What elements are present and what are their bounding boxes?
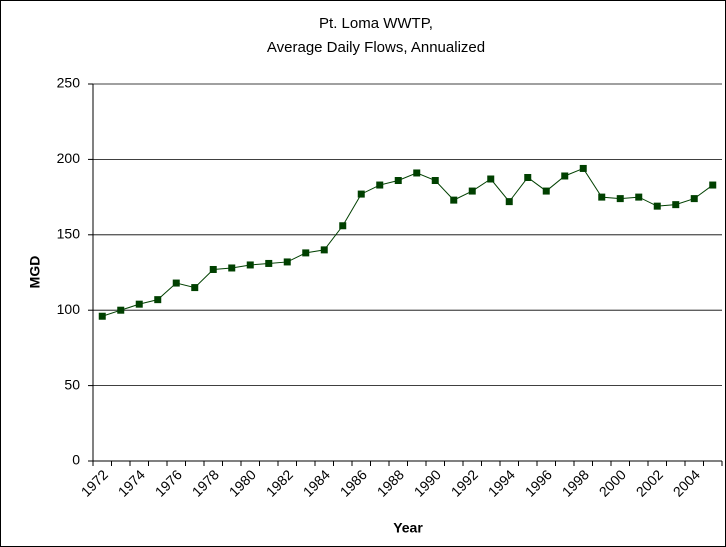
x-axis-title: Year — [393, 520, 423, 536]
marker — [690, 195, 698, 203]
marker — [598, 193, 606, 201]
y-tick-label: 200 — [57, 150, 81, 166]
marker — [98, 312, 106, 320]
marker — [246, 261, 254, 269]
marker — [283, 258, 291, 266]
y-tick-label: 150 — [57, 226, 81, 242]
marker — [672, 201, 680, 209]
marker — [524, 173, 532, 181]
y-axis-title: MGD — [27, 256, 43, 289]
marker — [117, 306, 125, 314]
y-tick-label: 50 — [64, 376, 80, 392]
marker — [542, 187, 550, 195]
y-tick-label: 100 — [57, 301, 81, 317]
marker — [635, 193, 643, 201]
marker — [561, 172, 569, 180]
marker — [653, 202, 661, 210]
marker — [413, 169, 421, 177]
marker — [339, 222, 347, 230]
marker — [376, 181, 384, 189]
marker — [616, 195, 624, 203]
marker — [431, 177, 439, 185]
marker — [135, 300, 143, 308]
marker — [450, 196, 458, 204]
marker — [191, 284, 199, 292]
marker — [505, 198, 513, 206]
y-tick-label: 0 — [72, 452, 80, 468]
marker — [320, 246, 328, 254]
marker — [709, 181, 717, 189]
chart-title: Pt. Loma WWTP, — [319, 15, 433, 32]
marker — [265, 259, 273, 267]
line — [102, 167, 714, 317]
chart-title: Average Daily Flows, Annualized — [267, 39, 485, 56]
marker — [172, 279, 180, 287]
marker — [357, 190, 365, 198]
marker — [487, 175, 495, 183]
marker — [154, 296, 162, 304]
marker — [302, 249, 310, 257]
marker — [468, 187, 476, 195]
y-tick-label: 250 — [57, 75, 81, 91]
marker — [228, 264, 236, 272]
marker — [209, 265, 217, 273]
marker — [579, 164, 587, 172]
marker — [394, 177, 402, 185]
